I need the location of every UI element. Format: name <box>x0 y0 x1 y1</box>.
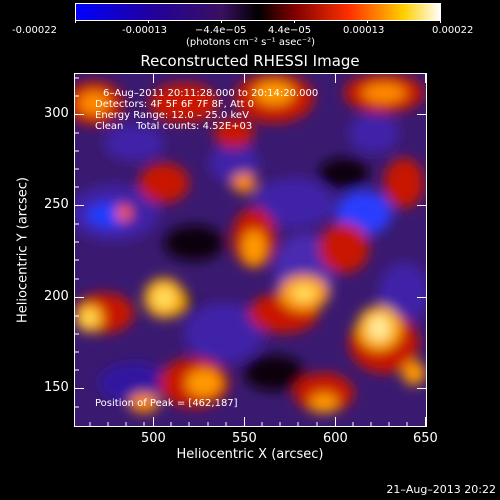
y-tick-label: 150 <box>44 380 69 395</box>
colorbar-tick-label: 4.4e−05 <box>268 25 312 36</box>
colorbar <box>75 3 441 23</box>
energy-range-info: Energy Range: 12.0 – 25.0 keV <box>95 110 249 121</box>
x-tick-label: 500 <box>141 431 166 446</box>
colorbar-tick-label: -0.00022 <box>12 25 57 36</box>
x-tick-label: 650 <box>413 431 438 446</box>
y-axis-label: Heliocentric Y (arcsec) <box>15 177 31 323</box>
observation-time-range: 6–Aug–2011 20:11:28.000 to 20:14:20.000 <box>103 88 319 99</box>
x-tick-label: 600 <box>323 431 348 446</box>
peak-position-text: Position of Peak = [462,187] <box>95 398 238 409</box>
footer-date: 21–Aug–2013 20:22 <box>386 483 496 496</box>
plot-title: Reconstructed RHESSI Image <box>140 52 360 70</box>
colorbar-unit-label: (photons cm⁻² s⁻¹ asec⁻²) <box>186 37 316 48</box>
y-tick-label: 250 <box>44 197 69 212</box>
detectors-info: Detectors: 4F 5F 6F 7F 8F, Att 0 <box>95 99 255 110</box>
colorbar-tick-label: 0.00013 <box>343 25 385 36</box>
colorbar-tick-label: -0.00013 <box>122 25 167 36</box>
x-axis-label: Heliocentric X (arcsec) <box>176 447 324 462</box>
colorbar-tick-label: 0.00022 <box>432 25 474 36</box>
clean-total-counts-info: Clean Total counts: 4.52E+03 <box>95 121 253 132</box>
x-tick-label: 550 <box>232 431 257 446</box>
y-tick-label: 200 <box>44 289 69 304</box>
rhessi-image <box>74 73 427 427</box>
colorbar-tick-label: −4.4e−05 <box>195 25 247 36</box>
y-tick-label: 300 <box>44 106 69 121</box>
